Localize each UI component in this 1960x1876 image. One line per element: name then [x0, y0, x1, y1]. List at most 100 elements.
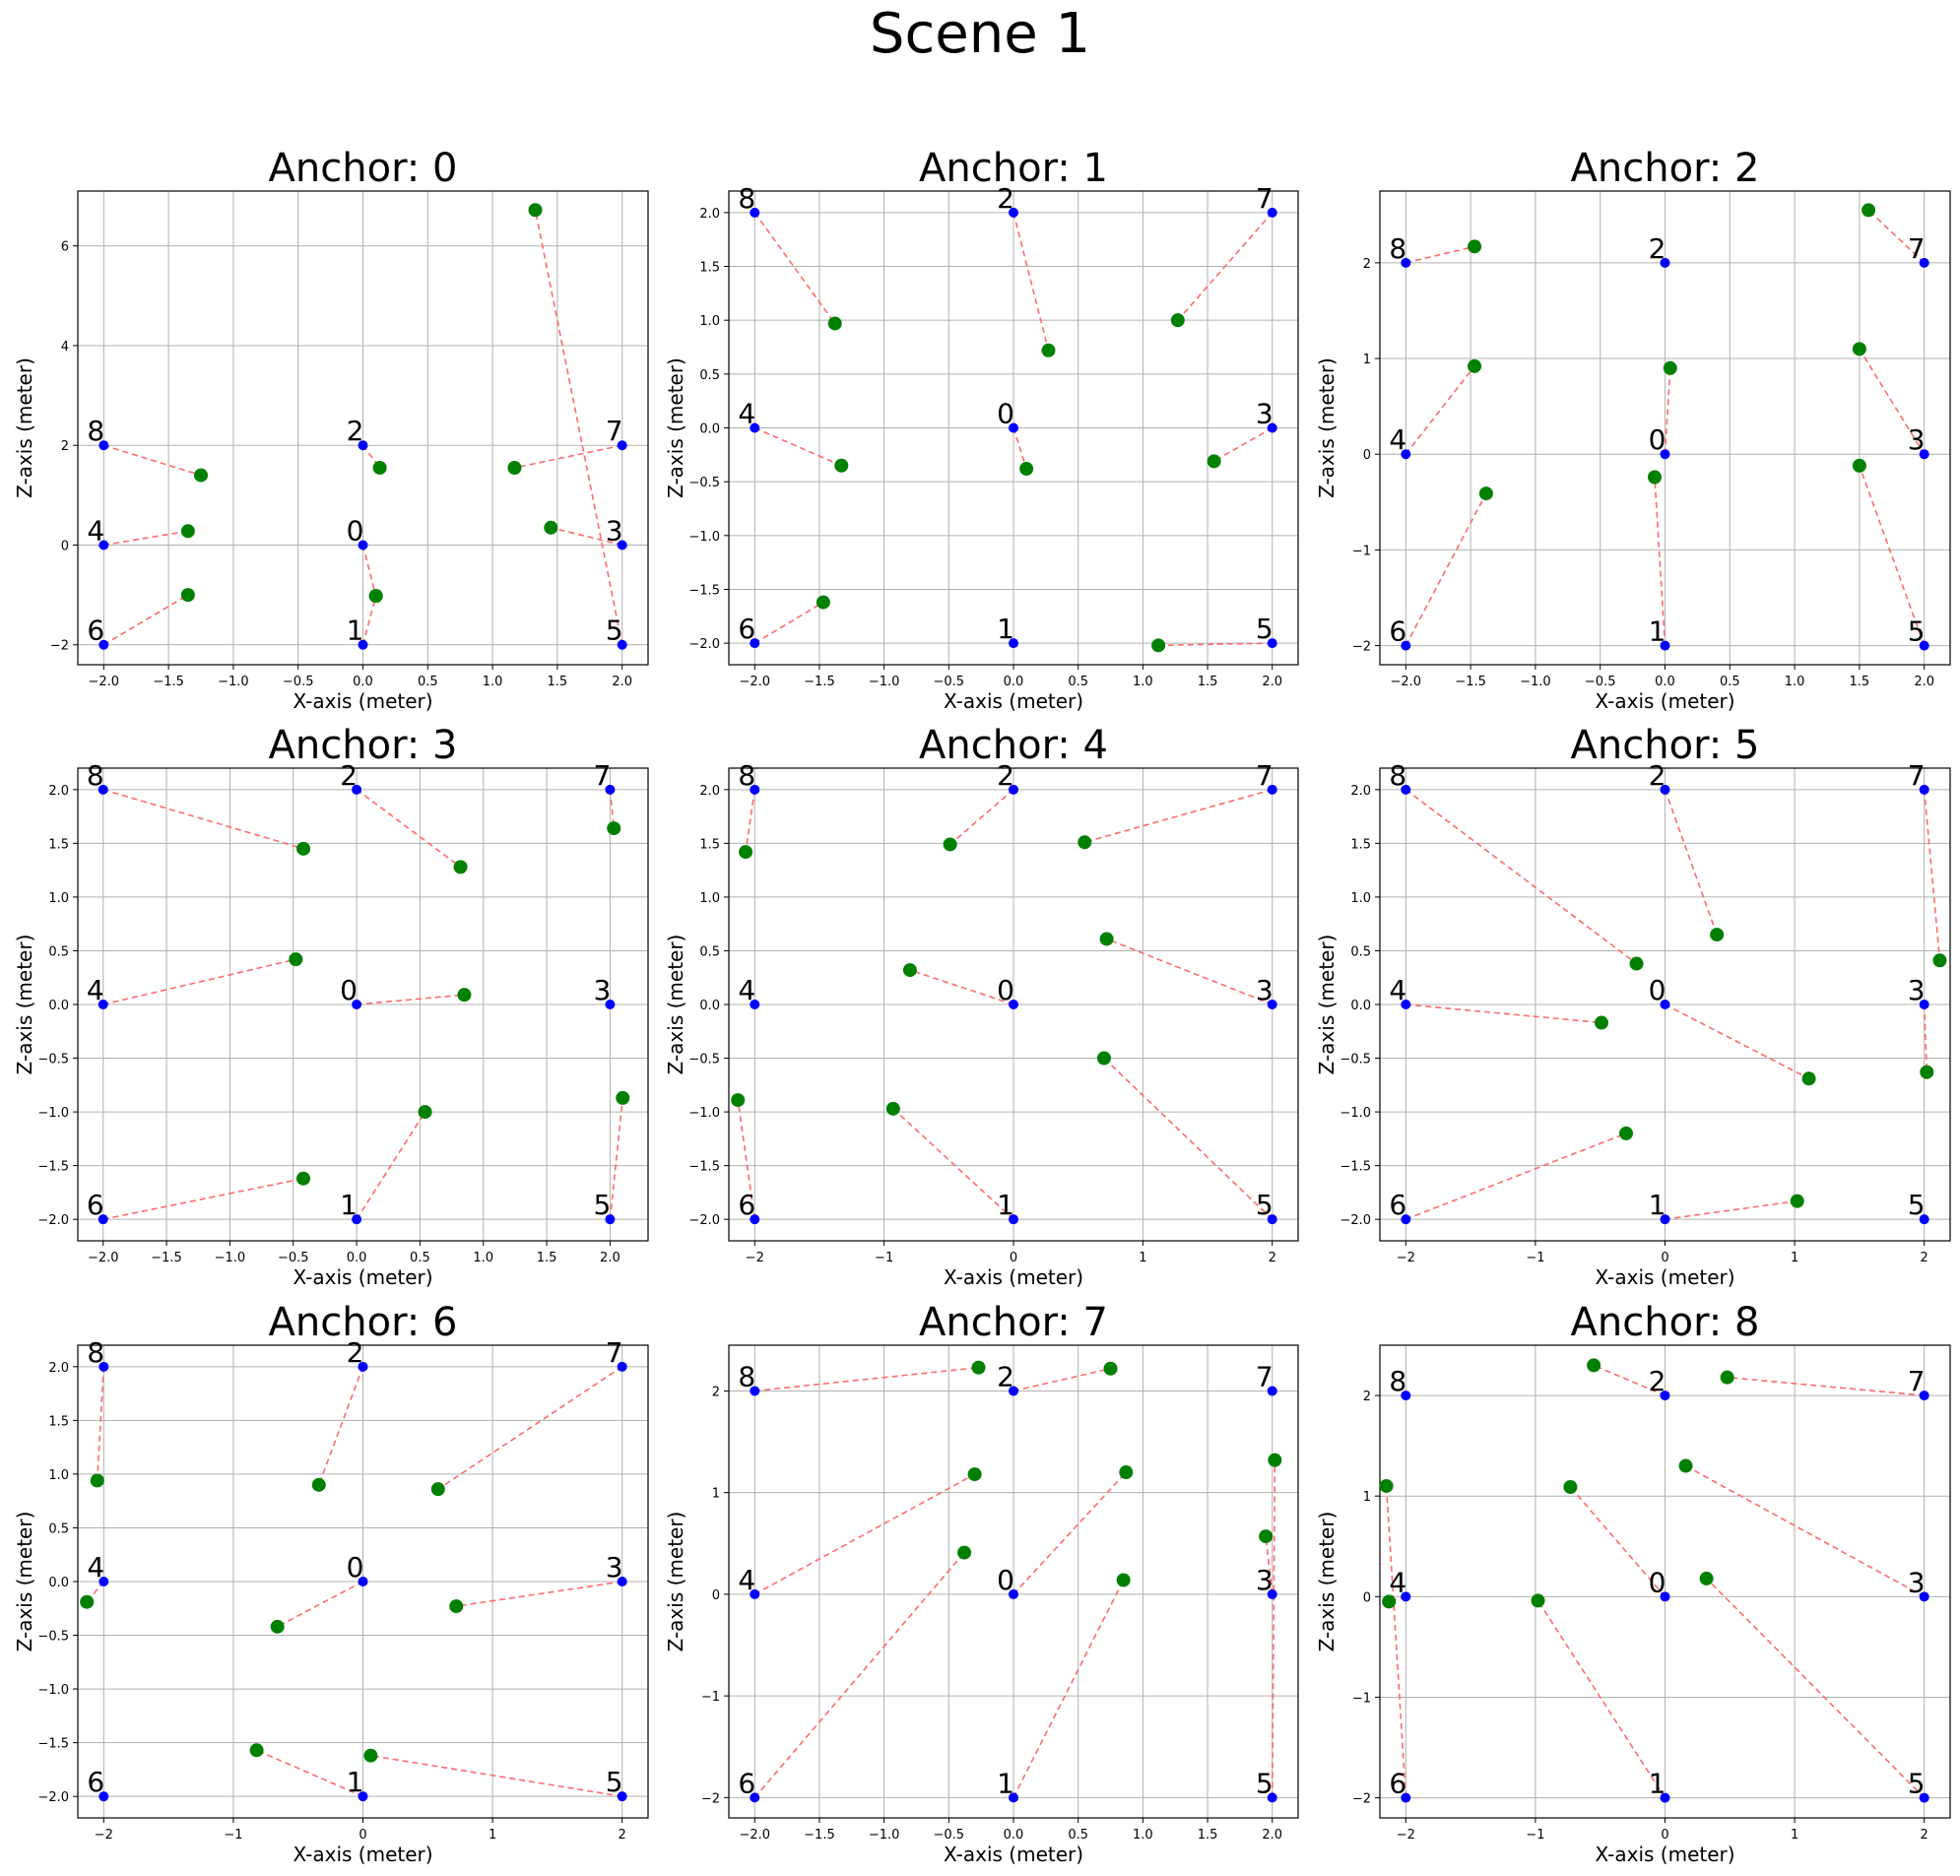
- anchor-point-2: [358, 440, 368, 451]
- x-tick-label: 1.5: [548, 675, 568, 689]
- anchor-point-2: [352, 784, 362, 795]
- x-tick-label: −0.5: [934, 675, 965, 689]
- estimate-point-8: [1468, 239, 1482, 254]
- error-link-6: [1405, 492, 1487, 646]
- anchor-point-7: [605, 784, 616, 795]
- y-tick-label: 0: [1363, 448, 1371, 463]
- error-link-5: [1706, 1578, 1926, 1799]
- estimate-point-4: [289, 952, 303, 967]
- anchor-point-7: [617, 440, 627, 451]
- estimate-point-7: [1170, 313, 1185, 328]
- y-tick-label: −1: [701, 1690, 720, 1705]
- x-tick-label: 2.0: [600, 1251, 621, 1265]
- estimate-point-8: [296, 841, 311, 856]
- x-tick-label: −2: [1397, 1828, 1415, 1843]
- x-tick-label: −1.5: [804, 675, 835, 689]
- error-link-7: [1923, 789, 1941, 961]
- error-link-2: [356, 789, 462, 869]
- anchor-point-1: [352, 1214, 362, 1225]
- anchor-label-0: 0: [347, 514, 364, 547]
- x-axis-label: X-axis (meter): [944, 1843, 1083, 1866]
- anchor-point-8: [1401, 257, 1411, 268]
- x-tick-label: −1.0: [1520, 675, 1551, 689]
- anchor-label-5: 5: [606, 1766, 623, 1798]
- anchor-point-0: [358, 1577, 368, 1586]
- estimate-point-6: [1619, 1126, 1634, 1140]
- x-tick-label: −2: [95, 1828, 113, 1843]
- anchor-label-7: 7: [1908, 232, 1926, 265]
- estimate-point-4: [967, 1467, 982, 1482]
- error-link-1: [1654, 477, 1666, 646]
- panel-title: Anchor: 4: [919, 723, 1108, 768]
- error-link-8: [1405, 789, 1638, 965]
- error-link-8: [745, 789, 756, 853]
- anchor-point-7: [1267, 784, 1277, 795]
- plot-frame: [728, 190, 1299, 666]
- y-tick-label: −2.0: [688, 1213, 720, 1228]
- x-axis-label: X-axis (meter): [293, 1843, 432, 1866]
- x-tick-label: 1.0: [473, 1251, 493, 1265]
- error-link-4: [753, 426, 842, 467]
- anchor-label-1: 1: [1649, 1768, 1666, 1800]
- anchor-point-7: [1919, 1391, 1929, 1401]
- estimate-point-6: [296, 1171, 311, 1186]
- error-link-2: [1013, 212, 1050, 351]
- x-tick-label: 0.0: [347, 1251, 367, 1265]
- anchor-label-2: 2: [340, 759, 358, 792]
- estimate-point-5: [616, 1090, 630, 1105]
- anchor-label-4: 4: [1389, 974, 1406, 1006]
- anchor-point-2: [1009, 1386, 1018, 1396]
- estimate-point-5: [1852, 458, 1866, 473]
- estimate-point-5: [1268, 1453, 1282, 1467]
- y-tick-label: 0.0: [1350, 999, 1371, 1013]
- anchor-label-7: 7: [1908, 759, 1926, 792]
- y-axis-label: Z-axis (meter): [13, 1512, 36, 1652]
- anchor-label-3: 3: [1256, 1564, 1274, 1596]
- anchor-point-8: [750, 1386, 760, 1396]
- x-tick-label: −2.0: [89, 675, 120, 689]
- x-axis-label: X-axis (meter): [1595, 689, 1734, 713]
- error-link-8: [1405, 245, 1475, 264]
- anchor-point-5: [1267, 1792, 1277, 1803]
- anchor-point-3: [1267, 1000, 1277, 1009]
- anchor-label-0: 0: [347, 1551, 364, 1584]
- anchor-point-1: [1660, 1214, 1670, 1225]
- x-tick-label: 0: [1661, 1251, 1668, 1265]
- anchor-label-7: 7: [606, 415, 623, 447]
- anchor-label-5: 5: [1908, 1189, 1926, 1221]
- anchor-point-6: [1401, 1792, 1411, 1803]
- anchor-label-0: 0: [1649, 423, 1666, 456]
- estimate-point-6: [816, 595, 830, 610]
- anchor-point-8: [750, 207, 760, 218]
- estimate-point-3: [1207, 454, 1221, 469]
- x-tick-label: 0.5: [1068, 675, 1088, 689]
- anchor-label-7: 7: [1256, 1360, 1274, 1392]
- anchor-point-6: [98, 1214, 108, 1225]
- anchor-label-3: 3: [606, 514, 623, 547]
- error-link-3: [1213, 426, 1274, 463]
- anchor-point-3: [617, 1577, 627, 1586]
- error-link-0: [1664, 367, 1671, 455]
- estimate-point-0: [1563, 1480, 1578, 1494]
- x-tick-label: 0: [1010, 1251, 1017, 1265]
- estimate-point-7: [507, 461, 522, 476]
- y-axis-label: Z-axis (meter): [13, 935, 36, 1075]
- anchor-label-0: 0: [997, 1564, 1014, 1596]
- anchor-label-7: 7: [1908, 1365, 1926, 1397]
- error-link-0: [909, 969, 1014, 1005]
- plot-frame: [1379, 1344, 1951, 1819]
- anchor-label-4: 4: [87, 974, 104, 1006]
- anchor-point-5: [1919, 1214, 1929, 1225]
- x-tick-label: 1.5: [1198, 675, 1218, 689]
- anchor-point-2: [1009, 784, 1018, 795]
- y-tick-label: 2: [61, 439, 69, 454]
- estimate-point-3: [449, 1599, 464, 1614]
- panel-7: Anchor: 7 −2.0 −1.5 −1.0 −0.5 0.0 0.5 1.0 1.5 2.0…: [664, 1300, 1299, 1866]
- anchor-point-0: [1009, 1588, 1018, 1599]
- anchor-label-8: 8: [1389, 759, 1406, 792]
- anchor-point-2: [1660, 784, 1670, 795]
- y-tick-label: 2.0: [48, 1361, 69, 1376]
- error-link-6: [102, 594, 189, 646]
- anchor-point-7: [1919, 784, 1929, 795]
